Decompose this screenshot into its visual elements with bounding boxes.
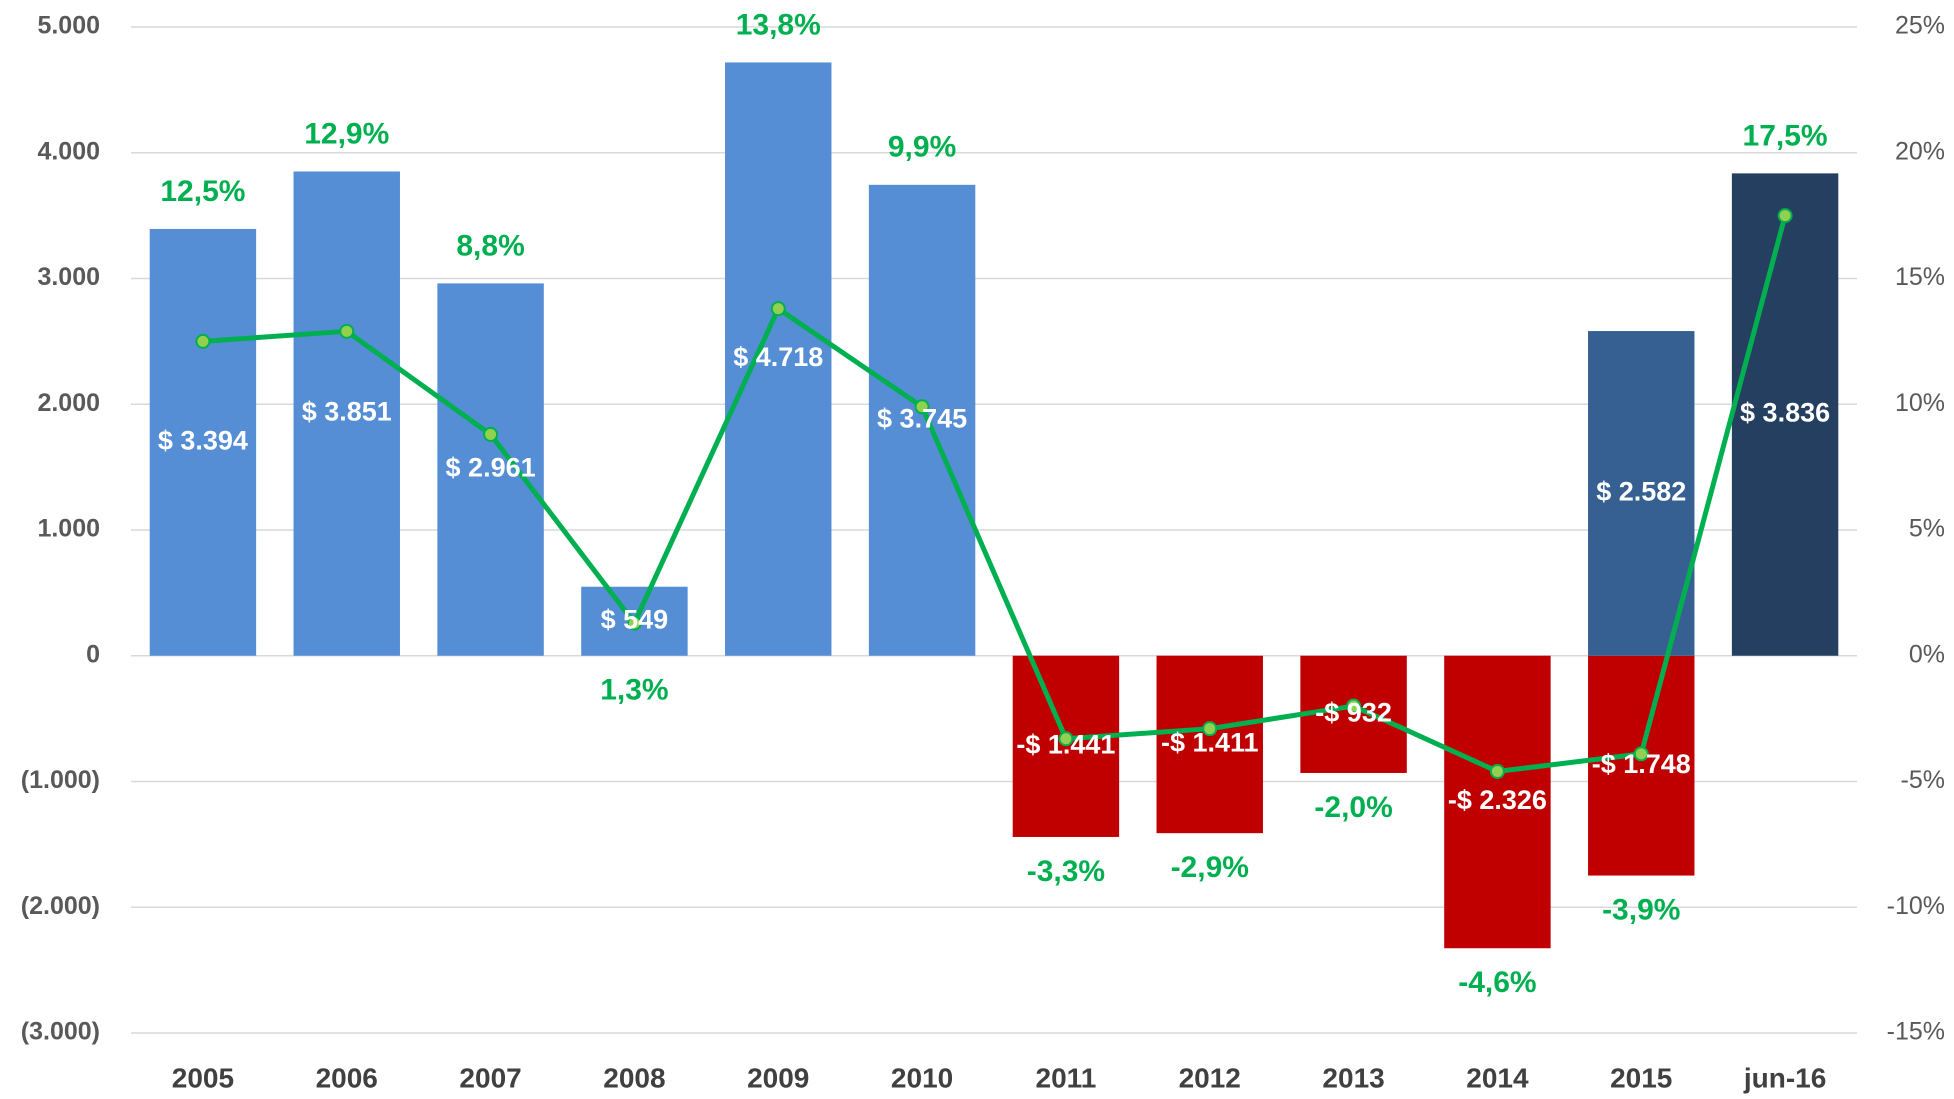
bar — [1731, 173, 1839, 656]
y-tick-label: 0 — [86, 640, 100, 668]
marker — [914, 399, 930, 415]
y2-tick-label: 5% — [1909, 515, 1945, 543]
marker — [1633, 746, 1649, 762]
bar-value-label: -$ 1.411 — [1161, 728, 1259, 758]
y2-tick-label: 0% — [1909, 640, 1945, 668]
line-value-label: 13,8% — [736, 8, 821, 41]
line-value-label: 1,3% — [600, 674, 668, 707]
marker — [1346, 698, 1362, 714]
line-value-label: 17,5% — [1743, 119, 1828, 152]
bar-value-label: -$ 1.748 — [1592, 749, 1691, 779]
bar-value-label: $ 4.718 — [733, 342, 823, 372]
y-tick-label: (1.000) — [21, 766, 100, 794]
bar — [725, 62, 832, 656]
y2-tick-label: 10% — [1895, 389, 1945, 417]
bar — [1156, 655, 1263, 834]
line-value-label: -3,3% — [1027, 855, 1105, 888]
x-tick-label: 2005 — [172, 1062, 234, 1093]
bar — [437, 283, 544, 656]
bar-value-label: -$ 2.326 — [1448, 785, 1547, 815]
bar — [1300, 655, 1407, 773]
y-tick-label: 4.000 — [37, 137, 100, 165]
bar-value-label: $ 3.394 — [158, 425, 248, 455]
x-tick-label: 2014 — [1466, 1062, 1529, 1093]
y-tick-label: 1.000 — [37, 515, 100, 543]
y2-tick-label: 15% — [1895, 263, 1945, 291]
bar-value-label: $ 549 — [601, 604, 669, 634]
line-value-label: 9,9% — [888, 131, 956, 164]
x-tick-label: 2009 — [747, 1062, 809, 1093]
y-tick-label: 5.000 — [37, 12, 100, 40]
marker — [1777, 208, 1793, 224]
bar-value-label: -$ 1.441 — [1016, 729, 1115, 759]
x-tick-label: 2011 — [1036, 1062, 1097, 1093]
y2-tick-label: -10% — [1887, 892, 1945, 920]
y-tick-label: 2.000 — [37, 389, 100, 417]
y-tick-label: (3.000) — [21, 1018, 100, 1046]
marker — [1202, 721, 1218, 737]
x-tick-label: 2008 — [603, 1062, 665, 1093]
x-tick-label: 2012 — [1179, 1062, 1241, 1093]
y2-tick-label: -5% — [1901, 766, 1945, 794]
x-tick-label: 2015 — [1610, 1062, 1672, 1093]
bar — [1588, 655, 1695, 876]
line-value-label: -3,9% — [1602, 893, 1680, 926]
line-value-label: 12,9% — [304, 117, 389, 150]
bar-value-label: $ 3.836 — [1740, 398, 1830, 428]
x-tick-label: 2010 — [891, 1062, 953, 1093]
bar — [293, 171, 400, 656]
marker — [339, 323, 355, 339]
bar-value-label: -$ 932 — [1315, 697, 1392, 727]
marker — [1489, 763, 1505, 779]
y2-tick-label: 25% — [1895, 12, 1945, 40]
bar — [1012, 655, 1120, 837]
bar — [1444, 655, 1551, 949]
marker — [770, 301, 786, 317]
bar-value-label: $ 3.851 — [302, 397, 392, 427]
line-value-label: 12,5% — [160, 175, 245, 208]
bar-value-label: $ 2.961 — [446, 453, 536, 483]
marker — [195, 333, 211, 349]
line-value-label: -2,9% — [1171, 851, 1249, 884]
y2-tick-label: 20% — [1895, 137, 1945, 165]
marker — [626, 615, 642, 631]
line-value-label: -4,6% — [1458, 966, 1536, 999]
line-value-label: 8,8% — [456, 229, 524, 262]
bar-value-label: $ 2.582 — [1596, 477, 1686, 507]
y-tick-label: 3.000 — [37, 263, 100, 291]
x-tick-label: 2006 — [316, 1062, 378, 1093]
bar — [868, 184, 976, 656]
x-tick-label: 2007 — [459, 1062, 521, 1093]
y2-tick-label: -15% — [1887, 1018, 1945, 1046]
line — [202, 214, 1788, 774]
marker — [1058, 731, 1074, 747]
x-tick-label: jun-16 — [1743, 1062, 1826, 1093]
line-value-label: -2,0% — [1314, 791, 1392, 824]
bar-value-label: $ 3.745 — [877, 403, 967, 433]
bar — [1588, 331, 1695, 656]
y-tick-label: (2.000) — [21, 892, 100, 920]
x-tick-label: 2013 — [1322, 1062, 1384, 1093]
marker — [483, 426, 499, 442]
bar — [149, 228, 257, 656]
